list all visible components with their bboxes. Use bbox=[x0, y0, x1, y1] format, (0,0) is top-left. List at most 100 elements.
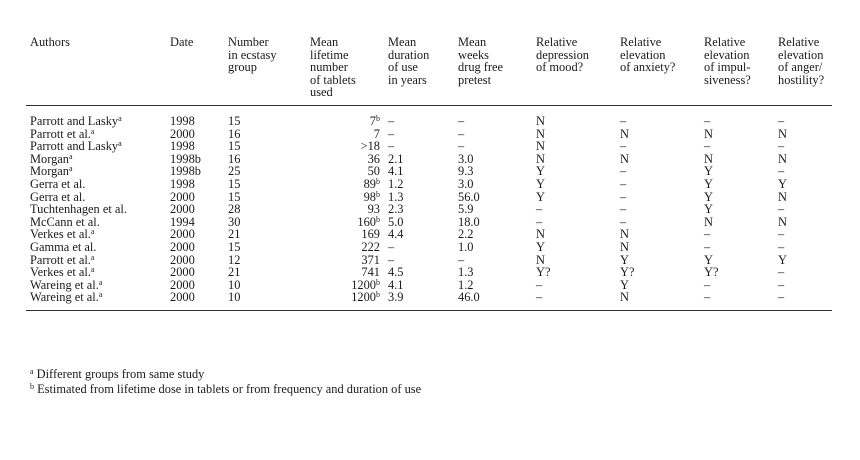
cell-anger: Y bbox=[774, 253, 832, 267]
cell-anger: – bbox=[774, 140, 832, 153]
cell-author: Gamma et al. bbox=[26, 241, 166, 254]
cell-anxiety-value: N bbox=[620, 227, 629, 242]
table-row: Morgana 1998b 16 36 2.1 3.0 N N N N bbox=[26, 151, 832, 166]
study-table: Authors Date Number in ecstasy group Mean life… bbox=[26, 36, 832, 311]
cell-tablets-value: 1200 bbox=[351, 290, 376, 305]
cell-depression: N bbox=[532, 140, 616, 153]
table-row: Morgana 1998b 25 50 4.1 9.3 Y – Y – bbox=[26, 165, 832, 178]
cell-years: 4.1 bbox=[384, 165, 454, 178]
cell-depression-value: N bbox=[536, 126, 545, 141]
cell-impulsiveness: Y bbox=[700, 253, 774, 267]
cell-years: 4.1 bbox=[384, 278, 454, 292]
cell-depression-value: Y bbox=[536, 164, 545, 179]
column-header-line: drug free bbox=[458, 60, 504, 75]
column-header-line: depression bbox=[536, 47, 589, 62]
cell-anxiety: Y? bbox=[616, 266, 700, 279]
cell-anger: N bbox=[774, 151, 832, 166]
cell-date-value: 2000 bbox=[170, 189, 195, 204]
cell-impulsiveness-value: – bbox=[704, 227, 711, 242]
cell-date-value: 2000 bbox=[170, 290, 195, 305]
cell-date: 2000 bbox=[166, 291, 224, 310]
cell-date: 2000 bbox=[166, 127, 224, 141]
cell-n-value: 15 bbox=[228, 239, 241, 254]
cell-anxiety: – bbox=[616, 105, 700, 128]
cell-date-value: 2000 bbox=[170, 227, 195, 242]
cell-tablets-value: 371 bbox=[361, 252, 380, 267]
cell-depression-value: Y? bbox=[536, 265, 551, 280]
cell-anxiety-value: N bbox=[620, 151, 629, 166]
cell-anger: – bbox=[774, 291, 832, 310]
cell-impulsiveness-value: N bbox=[704, 151, 713, 166]
cell-date-value: 2000 bbox=[170, 202, 195, 217]
cell-anxiety: – bbox=[616, 140, 700, 153]
cell-anxiety-value: – bbox=[620, 214, 627, 229]
cell-depression: N bbox=[532, 253, 616, 267]
cell-anger: – bbox=[774, 228, 832, 241]
footnote-marker: a bbox=[90, 252, 95, 262]
cell-impulsiveness: – bbox=[700, 291, 774, 310]
footnote-marker: a bbox=[90, 227, 95, 237]
column-header-mean-tablets: Mean lifetime number of tablets used bbox=[306, 36, 384, 106]
cell-tablets-value: 741 bbox=[361, 265, 380, 280]
cell-tablets-value: 1200 bbox=[351, 277, 376, 292]
cell-anger-value: – bbox=[778, 290, 785, 305]
cell-tablets-value: 50 bbox=[367, 164, 380, 179]
cell-impulsiveness-value: – bbox=[704, 239, 711, 254]
cell-depression-value: N bbox=[536, 139, 545, 154]
column-header-line: elevation bbox=[704, 47, 750, 62]
cell-anger: – bbox=[774, 241, 832, 254]
cell-anger-value: N bbox=[778, 189, 787, 204]
cell-n-value: 28 bbox=[228, 202, 241, 217]
cell-author-value: Wareing et al. bbox=[30, 290, 99, 305]
cell-anger-value: N bbox=[778, 151, 787, 166]
cell-anxiety-value: – bbox=[620, 164, 627, 179]
cell-years-value: – bbox=[388, 139, 395, 154]
cell-n: 10 bbox=[224, 278, 306, 292]
cell-years-value: 1.2 bbox=[388, 176, 404, 191]
cell-impulsiveness-value: Y bbox=[704, 164, 713, 179]
cell-impulsiveness: – bbox=[700, 140, 774, 153]
cell-weeks-value: 3.0 bbox=[458, 151, 474, 166]
cell-anger: N bbox=[774, 189, 832, 204]
cell-impulsiveness: – bbox=[700, 105, 774, 128]
cell-n: 25 bbox=[224, 165, 306, 178]
column-header-line: Mean bbox=[388, 35, 417, 49]
cell-impulsiveness-value: N bbox=[704, 126, 713, 141]
cell-impulsiveness-value: Y bbox=[704, 202, 713, 217]
footnote-marker: a bbox=[90, 265, 95, 275]
cell-tablets-value: 89 bbox=[363, 176, 376, 191]
column-header-line: Relative bbox=[778, 35, 820, 49]
cell-author-value: Tuchtenhagen et al. bbox=[30, 202, 127, 217]
cell-n: 15 bbox=[224, 178, 306, 191]
cell-anxiety: – bbox=[616, 178, 700, 191]
cell-tablets-value: 36 bbox=[367, 151, 380, 166]
cell-author: McCann et al. bbox=[26, 215, 166, 229]
cell-impulsiveness-value: N bbox=[704, 214, 713, 229]
cell-anger-value: – bbox=[778, 139, 785, 154]
cell-author-value: Parrott and Lasky bbox=[30, 139, 119, 154]
table-row: Parrott and Laskya 1998 15 7b – – N – – – bbox=[26, 105, 832, 127]
cell-anxiety: – bbox=[616, 203, 700, 216]
cell-tablets: 1200b bbox=[306, 277, 384, 292]
column-header-relative-impulsiveness: Relative elevation of impul-siveness? bbox=[700, 36, 774, 106]
cell-years: 4.5 bbox=[384, 266, 454, 279]
cell-impulsiveness: N bbox=[700, 126, 774, 141]
cell-author-value: Gamma et al. bbox=[30, 239, 97, 254]
cell-impulsiveness: N bbox=[700, 214, 774, 229]
cell-n-value: 25 bbox=[228, 164, 241, 179]
table-row: McCann et al. 1994 30 160b 5.0 18.0 – – N N bbox=[26, 214, 832, 229]
cell-depression: N bbox=[532, 105, 616, 128]
column-header-line: Number bbox=[228, 35, 269, 49]
cell-author-value: Parrott et al. bbox=[30, 252, 91, 267]
cell-tablets-value: 7 bbox=[373, 126, 380, 141]
footnote-marker: b bbox=[376, 290, 380, 300]
cell-anxiety: N bbox=[616, 291, 700, 310]
cell-anxiety-value: Y? bbox=[620, 265, 635, 280]
cell-anger: – bbox=[774, 203, 832, 216]
cell-anger-value: – bbox=[778, 113, 785, 128]
cell-depression-value: – bbox=[536, 290, 543, 305]
cell-n-value: 21 bbox=[228, 265, 241, 280]
cell-anxiety: Y bbox=[616, 278, 700, 292]
cell-n-value: 16 bbox=[228, 151, 241, 166]
cell-author-value: Parrott and Lasky bbox=[30, 113, 119, 128]
